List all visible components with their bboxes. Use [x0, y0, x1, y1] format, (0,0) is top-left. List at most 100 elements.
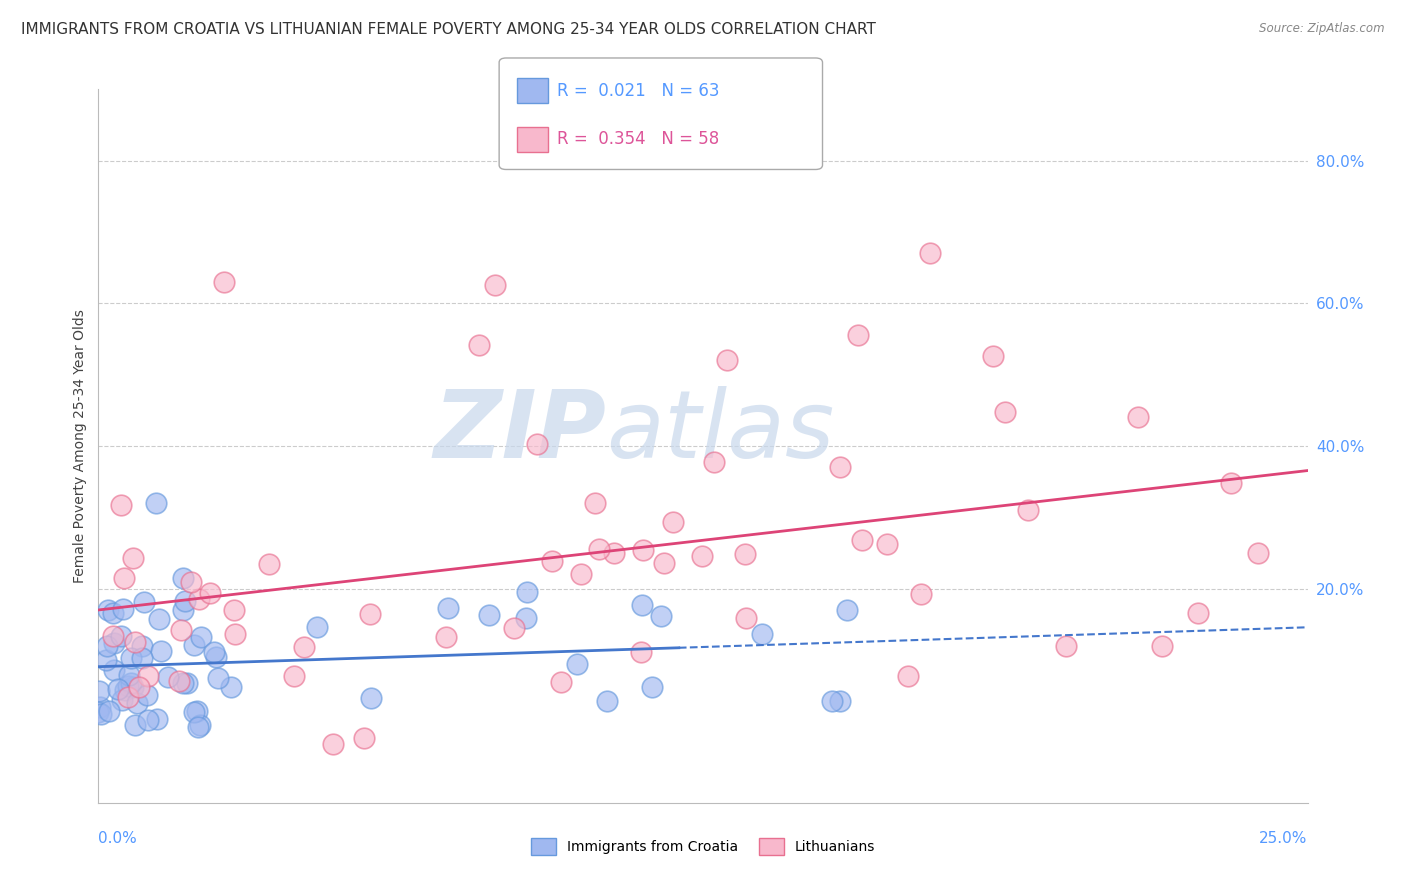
Point	[120, 651, 142, 665]
Point	[631, 542, 654, 557]
Point	[117, 680, 139, 694]
Point	[131, 639, 153, 653]
Point	[114, 683, 136, 698]
Point	[87, 683, 110, 698]
Point	[125, 696, 148, 710]
Point	[650, 609, 672, 624]
Point	[167, 673, 190, 688]
Point	[851, 533, 873, 547]
Point	[111, 692, 134, 706]
Point	[187, 720, 209, 734]
Text: 25.0%: 25.0%	[1260, 831, 1308, 847]
Point	[1128, 410, 1150, 425]
Point	[224, 627, 246, 641]
Point	[148, 612, 170, 626]
Point	[131, 650, 153, 665]
Point	[110, 498, 132, 512]
Point	[436, 601, 458, 615]
Text: Source: ZipAtlas.com: Source: ZipAtlas.com	[1260, 22, 1385, 36]
Point	[202, 645, 225, 659]
Point	[734, 611, 756, 625]
Point	[588, 541, 610, 556]
Point	[112, 571, 135, 585]
Legend: Immigrants from Croatia, Lithuanians: Immigrants from Croatia, Lithuanians	[526, 833, 880, 860]
Point	[692, 549, 714, 564]
Point	[180, 574, 202, 589]
Point	[360, 690, 382, 705]
Point	[257, 558, 280, 572]
Point	[631, 599, 654, 613]
Point	[188, 718, 211, 732]
Point	[172, 603, 194, 617]
Point	[1246, 546, 1268, 560]
Point	[103, 636, 125, 650]
Point	[146, 712, 169, 726]
Point	[96, 640, 118, 654]
Point	[516, 585, 538, 599]
Point	[94, 653, 117, 667]
Point	[205, 649, 228, 664]
Point	[170, 624, 193, 638]
Point	[434, 630, 457, 644]
Point	[322, 737, 344, 751]
Point	[828, 459, 851, 474]
Point	[107, 681, 129, 696]
Point	[121, 551, 143, 566]
Point	[110, 629, 132, 643]
Point	[1054, 639, 1077, 653]
Point	[111, 602, 134, 616]
Point	[128, 680, 150, 694]
Point	[897, 669, 920, 683]
Point	[186, 704, 208, 718]
Point	[910, 587, 932, 601]
Point	[1187, 606, 1209, 620]
Point	[212, 275, 235, 289]
Point	[583, 495, 606, 509]
Point	[149, 644, 172, 658]
Point	[124, 634, 146, 648]
Point	[751, 627, 773, 641]
Point	[183, 706, 205, 720]
Point	[920, 246, 942, 260]
Point	[138, 669, 160, 683]
Text: 0.0%: 0.0%	[98, 831, 138, 847]
Text: ZIP: ZIP	[433, 385, 606, 478]
Point	[641, 680, 664, 694]
Point	[828, 694, 851, 708]
Point	[97, 704, 120, 718]
Point	[183, 639, 205, 653]
Text: R =  0.354   N = 58: R = 0.354 N = 58	[557, 130, 718, 148]
Point	[603, 546, 626, 560]
Point	[176, 675, 198, 690]
Point	[565, 657, 588, 672]
Point	[222, 603, 245, 617]
Point	[207, 671, 229, 685]
Point	[353, 731, 375, 746]
Point	[359, 607, 381, 621]
Point	[569, 567, 592, 582]
Point	[484, 278, 506, 293]
Point	[981, 349, 1004, 363]
Point	[703, 454, 725, 468]
Point	[526, 437, 548, 451]
Point	[124, 718, 146, 732]
Point	[993, 405, 1015, 419]
Point	[174, 594, 197, 608]
Point	[190, 630, 212, 644]
Point	[172, 675, 194, 690]
Point	[122, 680, 145, 694]
Point	[596, 694, 619, 708]
Point	[292, 640, 315, 655]
Text: IMMIGRANTS FROM CROATIA VS LITHUANIAN FEMALE POVERTY AMONG 25-34 YEAR OLDS CORRE: IMMIGRANTS FROM CROATIA VS LITHUANIAN FE…	[21, 22, 876, 37]
Point	[307, 620, 329, 634]
Point	[97, 603, 120, 617]
Point	[1220, 475, 1243, 490]
Text: R =  0.021   N = 63: R = 0.021 N = 63	[557, 82, 720, 100]
Point	[1152, 639, 1174, 653]
Text: atlas: atlas	[606, 386, 835, 477]
Point	[101, 630, 124, 644]
Point	[835, 603, 858, 617]
Point	[1017, 502, 1039, 516]
Point	[136, 688, 159, 702]
Point	[136, 713, 159, 727]
